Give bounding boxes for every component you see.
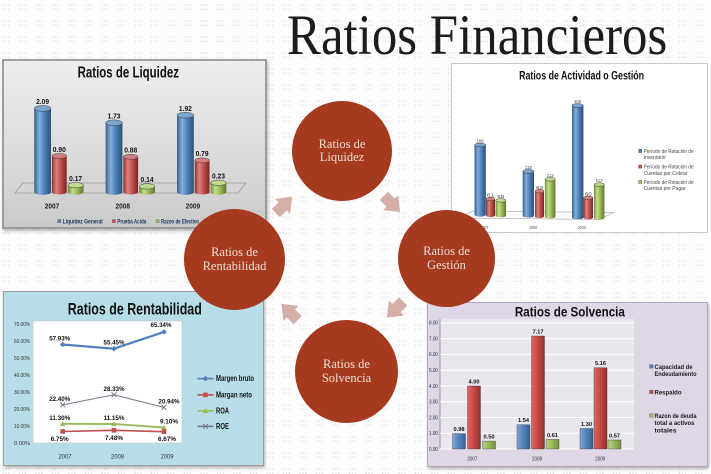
svg-text:2.00: 2.00 bbox=[429, 415, 438, 421]
svg-text:Endeudamiento: Endeudamiento bbox=[655, 371, 697, 378]
svg-text:total a activos: total a activos bbox=[655, 420, 695, 427]
svg-text:Ratios de Actividad o Gestión: Ratios de Actividad o Gestión bbox=[519, 69, 644, 83]
svg-text:Ratios de Liquidez: Ratios de Liquidez bbox=[78, 65, 179, 82]
svg-text:Ratios de Solvencia: Ratios de Solvencia bbox=[515, 304, 625, 320]
svg-text:Inventario: Inventario bbox=[644, 155, 666, 161]
svg-text:5.16: 5.16 bbox=[595, 361, 606, 367]
svg-text:Margan neto: Margan neto bbox=[216, 390, 252, 399]
svg-text:3.00: 3.00 bbox=[429, 400, 438, 406]
svg-text:Cuentas por Pagar: Cuentas por Pagar bbox=[644, 186, 686, 192]
svg-text:61: 61 bbox=[487, 193, 495, 198]
svg-text:0.14: 0.14 bbox=[141, 177, 154, 184]
svg-text:58: 58 bbox=[497, 194, 505, 199]
svg-text:Capacidad de: Capacidad de bbox=[655, 364, 693, 371]
svg-text:Cuentas por Cobrar: Cuentas por Cobrar bbox=[644, 171, 688, 177]
svg-text:40.00%: 40.00% bbox=[14, 373, 30, 379]
svg-text:60.00%: 60.00% bbox=[14, 339, 30, 345]
svg-text:1.54: 1.54 bbox=[518, 418, 530, 424]
svg-text:0.17: 0.17 bbox=[69, 176, 82, 183]
svg-text:55.45%: 55.45% bbox=[104, 340, 125, 347]
svg-text:Período de Rotación de: Período de Rotación de bbox=[644, 149, 694, 155]
svg-text:2007: 2007 bbox=[59, 455, 73, 461]
svg-text:1.30: 1.30 bbox=[581, 422, 592, 428]
svg-text:20.94%: 20.94% bbox=[159, 398, 180, 405]
svg-text:5.00: 5.00 bbox=[429, 368, 438, 374]
svg-text:0.88: 0.88 bbox=[124, 148, 137, 155]
svg-text:9.10%: 9.10% bbox=[160, 419, 178, 426]
svg-text:2009: 2009 bbox=[595, 457, 605, 463]
svg-text:2009: 2009 bbox=[578, 225, 586, 230]
svg-text:Liquidez General: Liquidez General bbox=[63, 218, 103, 225]
svg-text:20.00%: 20.00% bbox=[14, 407, 30, 413]
svg-text:Razon de Efectivo: Razon de Efectivo bbox=[161, 218, 199, 225]
svg-text:0.00: 0.00 bbox=[429, 447, 438, 453]
svg-text:7.48%: 7.48% bbox=[105, 435, 123, 442]
svg-text:0.00%: 0.00% bbox=[14, 441, 30, 447]
svg-text:2007: 2007 bbox=[481, 225, 489, 230]
svg-text:7.17: 7.17 bbox=[533, 329, 544, 335]
svg-text:Período de Rotación de: Período de Rotación de bbox=[644, 165, 694, 171]
svg-text:11.15%: 11.15% bbox=[104, 415, 125, 422]
svg-text:Prueba Acida: Prueba Acida bbox=[117, 218, 146, 225]
svg-text:Razon de deuda: Razon de deuda bbox=[655, 413, 697, 420]
svg-text:118: 118 bbox=[525, 165, 533, 170]
svg-text:10.00%: 10.00% bbox=[14, 424, 30, 430]
svg-text:4.00: 4.00 bbox=[469, 379, 480, 385]
svg-text:0.90: 0.90 bbox=[53, 147, 66, 154]
svg-text:2009: 2009 bbox=[161, 455, 175, 461]
svg-text:0.98: 0.98 bbox=[454, 427, 465, 433]
svg-text:57.93%: 57.93% bbox=[49, 336, 70, 343]
svg-text:93: 93 bbox=[536, 185, 544, 190]
svg-text:30.00%: 30.00% bbox=[14, 390, 30, 396]
svg-text:70.00%: 70.00% bbox=[14, 322, 30, 328]
svg-text:2008: 2008 bbox=[532, 457, 542, 463]
svg-text:Margen bruto: Margen bruto bbox=[216, 374, 254, 383]
svg-text:Ratios de Rentabilidad: Ratios de Rentabilidad bbox=[68, 300, 202, 319]
svg-text:2007: 2007 bbox=[45, 202, 60, 211]
svg-text:168: 168 bbox=[477, 139, 485, 144]
svg-text:4.00: 4.00 bbox=[429, 384, 438, 390]
svg-text:60: 60 bbox=[585, 191, 593, 196]
svg-text:6.67%: 6.67% bbox=[158, 436, 176, 443]
svg-text:0.57: 0.57 bbox=[609, 433, 620, 439]
svg-text:50.00%: 50.00% bbox=[14, 356, 30, 362]
svg-text:ROE: ROE bbox=[216, 422, 229, 431]
svg-text:ROA: ROA bbox=[216, 406, 229, 415]
svg-text:22.40%: 22.40% bbox=[49, 396, 70, 403]
svg-text:2007: 2007 bbox=[467, 457, 477, 463]
svg-text:2009: 2009 bbox=[186, 202, 201, 211]
svg-text:2008: 2008 bbox=[111, 455, 125, 461]
svg-text:2008: 2008 bbox=[116, 202, 131, 211]
svg-text:113: 113 bbox=[596, 178, 604, 183]
svg-text:6.00: 6.00 bbox=[429, 352, 438, 358]
svg-text:6.75%: 6.75% bbox=[51, 436, 69, 443]
svg-text:1.73: 1.73 bbox=[108, 114, 121, 121]
svg-text:406: 406 bbox=[574, 99, 582, 104]
svg-text:65.34%: 65.34% bbox=[151, 322, 172, 329]
svg-text:213: 213 bbox=[547, 173, 555, 178]
svg-text:totales: totales bbox=[655, 427, 677, 434]
svg-text:28.33%: 28.33% bbox=[104, 386, 125, 393]
svg-text:Respaldo: Respaldo bbox=[655, 390, 682, 397]
svg-text:0.79: 0.79 bbox=[196, 151, 209, 158]
svg-text:1.92: 1.92 bbox=[179, 106, 192, 113]
svg-text:8.00: 8.00 bbox=[429, 321, 438, 327]
svg-text:2008: 2008 bbox=[529, 225, 537, 230]
svg-text:0.61: 0.61 bbox=[547, 433, 558, 439]
svg-text:1.00: 1.00 bbox=[429, 431, 438, 437]
svg-text:Período de Rotación de: Período de Rotación de bbox=[644, 180, 694, 186]
svg-text:0.23: 0.23 bbox=[212, 174, 225, 181]
svg-text:0.50: 0.50 bbox=[484, 435, 495, 441]
svg-text:7.00: 7.00 bbox=[429, 336, 438, 342]
svg-text:2.09: 2.09 bbox=[36, 99, 49, 106]
svg-text:11.30%: 11.30% bbox=[49, 415, 70, 422]
